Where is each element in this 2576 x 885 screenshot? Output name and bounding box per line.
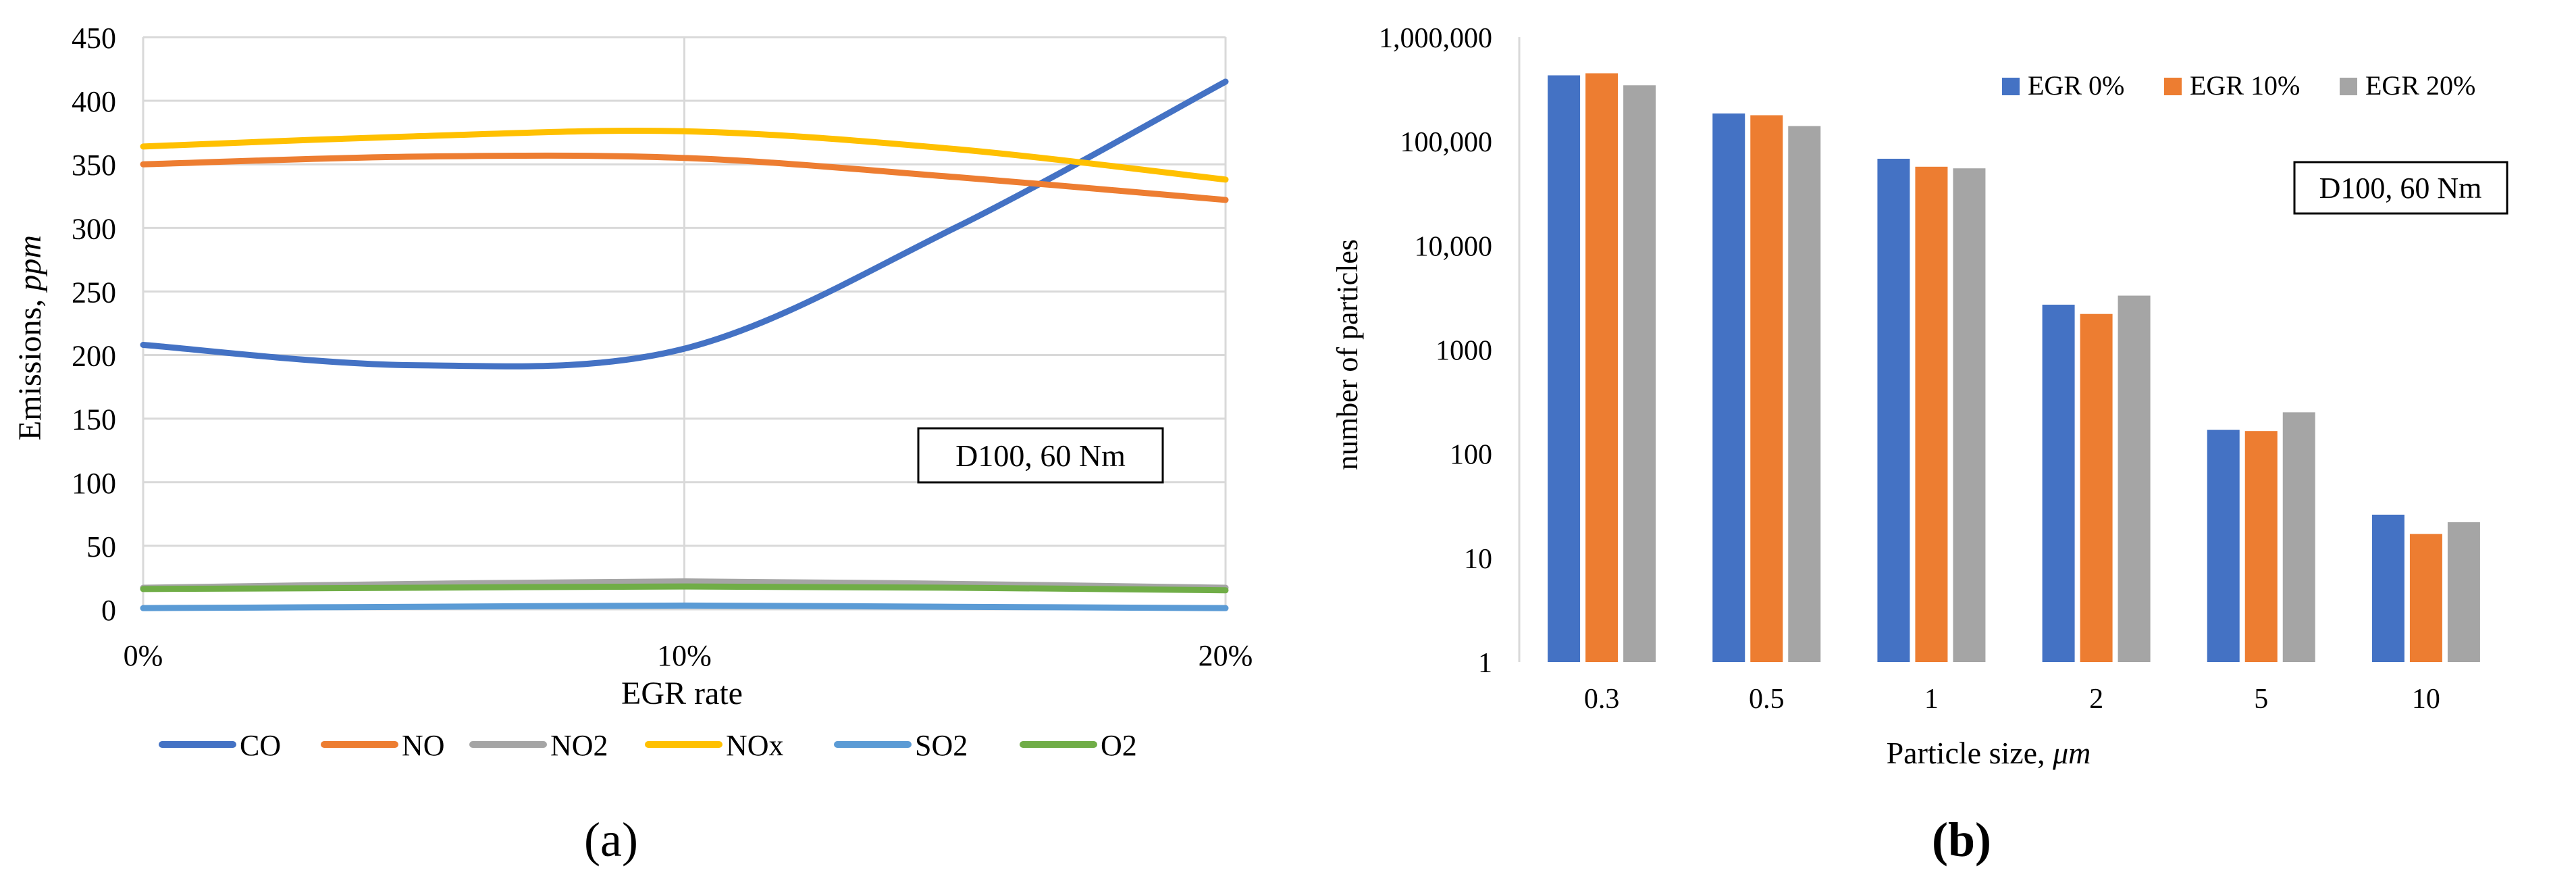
- bar-egr-20--5: [2282, 412, 2315, 662]
- y-tick-labels: 1 10 100 1000 10,000 100,000 1,000,000: [1379, 23, 1492, 679]
- legend-label: SO2: [915, 729, 968, 762]
- bar-egr-20--2: [2118, 295, 2151, 662]
- bar-egr-20--0.3: [1623, 85, 1656, 663]
- legend-swatch: [2164, 78, 2182, 95]
- x-tick-label: 0.3: [1584, 684, 1620, 715]
- x-axis-label-text: Particle size,: [1887, 736, 2053, 770]
- y-axis-label: number of particles: [1331, 239, 1364, 470]
- x-axis-label: Particle size, μm: [1887, 736, 2091, 770]
- line-chart-emissions: 0 50 100 150 200 250 300 350 400 450 0% 10% 20% EGR…: [12, 22, 1253, 762]
- bar-egr-20--0.5: [1788, 126, 1821, 662]
- bar-egr-0--0.5: [1712, 113, 1745, 663]
- bar-egr-10--0.3: [1585, 73, 1619, 662]
- series-line-nox: [140, 127, 1229, 183]
- annotation-box: D100, 60 Nm: [2293, 161, 2508, 215]
- y-tick-label: 100,000: [1400, 127, 1493, 158]
- x-tick-label: 0.5: [1749, 684, 1785, 715]
- legend-label: EGR 0%: [2028, 70, 2124, 101]
- bar-egr-10--0.5: [1750, 115, 1783, 663]
- bar-chart-particles: 1 10 100 1000 10,000 100,000 1,000,000 0.3 0.5 1…: [1331, 23, 2508, 770]
- bar-egr-10--5: [2244, 431, 2278, 662]
- y-tick-label: 400: [72, 85, 116, 118]
- series-line-o2: [140, 583, 1229, 594]
- y-tick-label: 450: [72, 22, 116, 55]
- x-tick-label: 1: [1924, 684, 1939, 715]
- x-tick-label: 0%: [124, 639, 163, 672]
- legend-swatch: [2002, 78, 2020, 95]
- x-tick-label: 2: [2089, 684, 2103, 715]
- annotation-box: D100, 60 Nm: [917, 427, 1164, 484]
- annotation-text: D100, 60 Nm: [955, 438, 1126, 473]
- legend-label: O2: [1101, 729, 1137, 762]
- legend-item-1: EGR 10%: [2164, 70, 2300, 101]
- series-line-co: [140, 78, 1229, 370]
- bar-egr-20--1: [1953, 168, 1986, 662]
- y-tick-label: 10: [1464, 544, 1492, 575]
- bar-egr-0--1: [1877, 158, 1910, 662]
- y-tick-labels: 0 50 100 150 200 250 300 350 400 450: [72, 22, 116, 627]
- bar-egr-10--2: [2080, 313, 2113, 662]
- y-tick-label: 1: [1478, 648, 1492, 679]
- bar-egr-0--0.3: [1548, 75, 1581, 662]
- annotation-text: D100, 60 Nm: [2319, 172, 2482, 205]
- y-tick-label: 1,000,000: [1379, 23, 1492, 54]
- legend-label: NOx: [726, 729, 784, 762]
- y-tick-label: 350: [72, 149, 116, 182]
- legend-item-no2: NO2: [469, 729, 608, 762]
- bar-egr-0--2: [2042, 304, 2075, 663]
- y-tick-label: 100: [1450, 440, 1492, 471]
- x-tick-label: 20%: [1199, 639, 1253, 672]
- y-axis-label-unit: ppm: [12, 235, 48, 293]
- legend-item-2: EGR 20%: [2340, 70, 2475, 101]
- x-tick-label: 10%: [657, 639, 712, 672]
- bars: [1548, 73, 2480, 663]
- legend-label: EGR 20%: [2365, 70, 2475, 101]
- legend-item-nox: NOx: [645, 729, 784, 762]
- legend-label: NO: [402, 729, 445, 762]
- y-tick-label: 200: [72, 340, 116, 373]
- bar-egr-10--10: [2409, 534, 2442, 662]
- bar-egr-20--10: [2447, 522, 2480, 662]
- legend-item-0: EGR 0%: [2002, 70, 2124, 101]
- bar-egr-10--1: [1915, 166, 1948, 663]
- legend-label: CO: [240, 729, 281, 762]
- legend-swatch: [2340, 78, 2357, 95]
- y-tick-label: 150: [72, 403, 116, 436]
- x-axis-label: EGR rate: [621, 676, 743, 711]
- bar-egr-0--5: [2207, 430, 2240, 662]
- legend: CO NO NO2 NOx SO2 O2: [159, 729, 1137, 762]
- y-axis-label: Emissions, ppm: [12, 235, 48, 440]
- y-tick-label: 250: [72, 276, 116, 309]
- y-tick-label: 300: [72, 212, 116, 245]
- y-tick-label: 100: [72, 467, 116, 500]
- x-axis-label-unit: μm: [2052, 736, 2091, 770]
- panel-label-a: (a): [584, 813, 638, 867]
- x-tick-label: 5: [2254, 684, 2268, 715]
- series-line-so2: [140, 602, 1229, 611]
- series-lines: [140, 78, 1229, 611]
- panel-label-b: (b): [1932, 813, 1991, 867]
- y-tick-label: 1000: [1436, 336, 1492, 367]
- legend-item-no: NO: [321, 729, 445, 762]
- x-tick-label: 10: [2412, 684, 2440, 715]
- y-tick-label: 10,000: [1415, 231, 1493, 262]
- y-tick-label: 50: [86, 530, 116, 563]
- legend-label: NO2: [550, 729, 608, 762]
- y-axis-label-text: Emissions,: [12, 291, 48, 440]
- bar-egr-0--10: [2371, 514, 2404, 662]
- legend-item-co: CO: [159, 729, 281, 762]
- legend-item-so2: SO2: [834, 729, 968, 762]
- legend-item-o2: O2: [1020, 729, 1137, 762]
- x-tick-labels: 0.3 0.5 1 2 5 10: [1584, 684, 2440, 715]
- series-line-no: [140, 152, 1229, 203]
- legend-label: EGR 10%: [2190, 70, 2300, 101]
- x-tick-labels: 0% 10% 20%: [124, 639, 1253, 672]
- legend: EGR 0% EGR 10% EGR 20%: [2002, 70, 2475, 101]
- y-tick-label: 0: [101, 594, 116, 627]
